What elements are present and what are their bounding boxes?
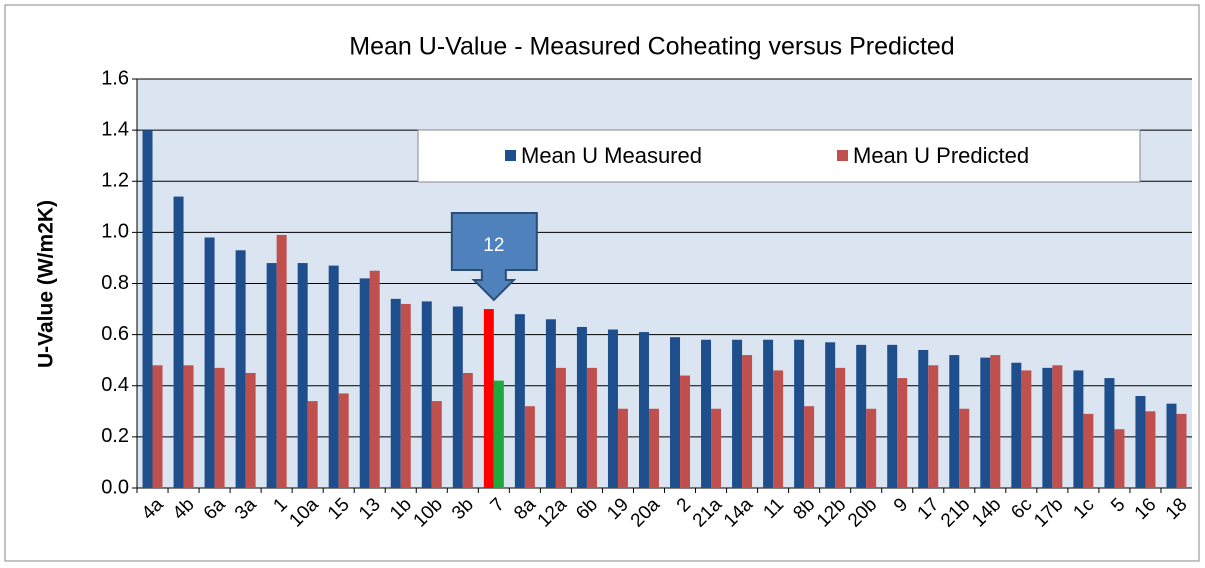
bar xyxy=(307,401,318,488)
bar xyxy=(545,319,556,488)
bar xyxy=(400,303,411,488)
y-tick-label: 0.0 xyxy=(101,476,129,498)
bar xyxy=(1011,362,1022,488)
bar xyxy=(359,278,370,488)
bar xyxy=(949,355,960,488)
bar xyxy=(648,408,659,488)
bar xyxy=(266,263,277,488)
bar xyxy=(763,339,774,488)
bar xyxy=(1104,378,1115,488)
y-tick-label: 0.4 xyxy=(101,374,129,396)
bar xyxy=(328,265,339,488)
y-tick-label: 0.2 xyxy=(101,425,129,447)
y-axis-label: U-Value (W/m2K) xyxy=(35,200,58,368)
bar xyxy=(452,306,463,488)
bar xyxy=(390,298,401,488)
bar xyxy=(638,332,649,488)
bar xyxy=(928,365,939,488)
bar xyxy=(524,406,535,488)
bar xyxy=(555,367,566,488)
bar xyxy=(856,344,867,488)
bar xyxy=(1145,411,1156,488)
bar xyxy=(204,237,215,488)
bar xyxy=(1042,367,1053,488)
bar xyxy=(835,367,846,488)
annotation-text: 12 xyxy=(483,235,504,256)
bar xyxy=(701,339,712,488)
bar xyxy=(369,270,380,488)
legend-swatch xyxy=(505,150,516,161)
bar xyxy=(245,372,256,488)
bar xyxy=(1052,365,1063,488)
bar xyxy=(235,250,246,488)
bar xyxy=(1073,370,1084,488)
bar xyxy=(732,339,743,488)
y-tick-label: 0.8 xyxy=(101,272,129,294)
bar xyxy=(680,375,691,488)
bar xyxy=(794,339,805,488)
legend-label: Mean U Predicted xyxy=(853,143,1029,168)
bar xyxy=(897,378,908,488)
bar xyxy=(617,408,628,488)
bar xyxy=(514,314,525,488)
bar xyxy=(462,372,473,488)
bar xyxy=(990,355,1001,488)
bar xyxy=(1135,395,1146,488)
bar xyxy=(276,234,287,488)
bar xyxy=(338,393,349,488)
bar xyxy=(493,380,504,488)
y-tick-label: 1.0 xyxy=(101,221,129,243)
bar xyxy=(742,355,753,488)
bar xyxy=(1176,413,1187,488)
y-tick-label: 1.2 xyxy=(101,170,129,192)
bar xyxy=(142,130,153,488)
y-tick-label: 1.6 xyxy=(101,67,129,89)
bar xyxy=(1114,429,1125,488)
y-tick-label: 0.6 xyxy=(101,323,129,345)
bar xyxy=(773,370,784,488)
bar xyxy=(670,337,681,488)
legend-box xyxy=(417,129,1141,183)
bar xyxy=(183,365,194,488)
bar xyxy=(431,401,442,488)
bar xyxy=(711,408,722,488)
chart-title: Mean U-Value - Measured Coheating versus… xyxy=(349,33,954,61)
bar xyxy=(980,357,991,488)
bar xyxy=(1166,403,1177,488)
legend-label: Mean U Measured xyxy=(521,143,702,168)
bar xyxy=(152,365,163,488)
bar xyxy=(173,196,184,488)
bar xyxy=(421,301,432,488)
bar xyxy=(825,342,836,488)
legend-swatch xyxy=(837,150,848,161)
bar xyxy=(576,326,587,488)
bar xyxy=(483,309,494,488)
bar xyxy=(1083,413,1094,488)
bar xyxy=(214,367,225,488)
bar xyxy=(918,349,929,488)
y-tick-label: 1.4 xyxy=(101,118,129,140)
bar xyxy=(586,367,597,488)
bar xyxy=(866,408,877,488)
bar xyxy=(607,329,618,488)
annotation-callout xyxy=(450,212,538,302)
bar xyxy=(1021,370,1032,488)
bar xyxy=(887,344,898,488)
bar xyxy=(804,406,815,488)
bar xyxy=(959,408,970,488)
bar xyxy=(297,263,308,488)
